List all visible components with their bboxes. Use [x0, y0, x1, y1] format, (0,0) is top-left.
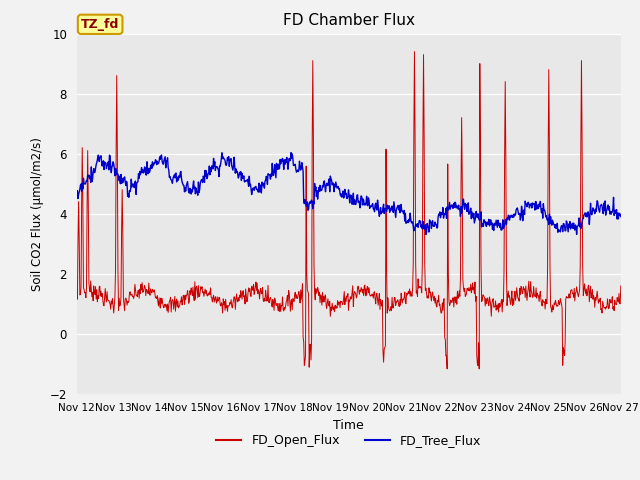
Y-axis label: Soil CO2 Flux (μmol/m2/s): Soil CO2 Flux (μmol/m2/s)	[31, 137, 44, 290]
Title: FD Chamber Flux: FD Chamber Flux	[283, 13, 415, 28]
X-axis label: Time: Time	[333, 419, 364, 432]
Text: TZ_fd: TZ_fd	[81, 18, 119, 31]
Legend: FD_Open_Flux, FD_Tree_Flux: FD_Open_Flux, FD_Tree_Flux	[211, 429, 486, 452]
